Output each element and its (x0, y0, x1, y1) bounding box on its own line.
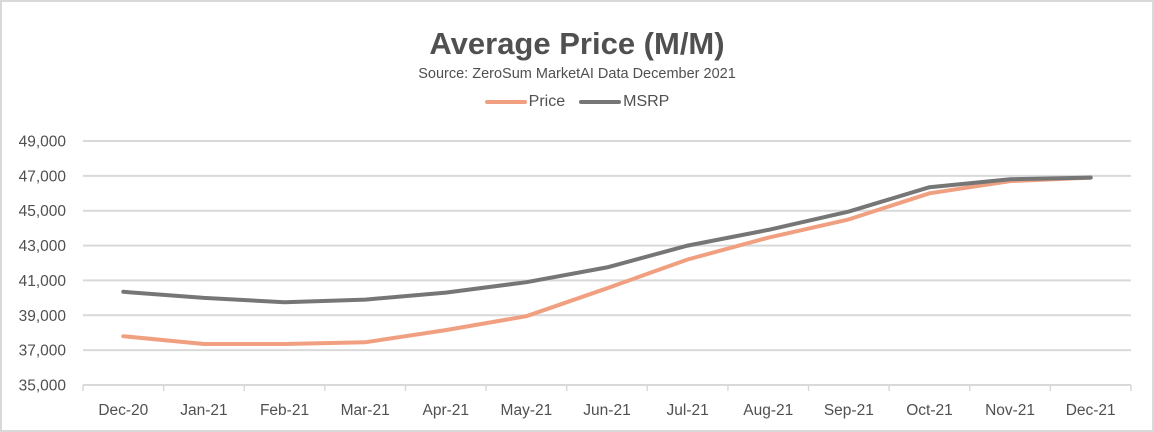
legend-label-price: Price (528, 93, 566, 110)
y-tick-label: 49,000 (19, 134, 67, 151)
legend-swatch-msrp (579, 100, 622, 104)
y-tick-label: 39,000 (19, 308, 67, 325)
x-tick-label: Apr-21 (423, 402, 470, 419)
x-tick-label: Jan-21 (180, 402, 227, 419)
x-tick-label: Jun-21 (583, 402, 630, 419)
legend-label-msrp: MSRP (623, 93, 670, 110)
x-tick-label: Nov-21 (985, 402, 1035, 419)
y-tick-label: 45,000 (19, 203, 67, 220)
x-tick-label: Oct-21 (906, 402, 953, 419)
y-tick-label: 41,000 (19, 273, 67, 290)
y-tick-label: 47,000 (19, 168, 67, 185)
chart-title: Average Price (M/M) (429, 26, 725, 61)
legend: Price MSRP (0, 93, 1154, 111)
chart-subtitle: Source: ZeroSum MarketAI Data December 2… (418, 66, 736, 82)
x-tick-label: Mar-21 (341, 402, 390, 419)
x-tick-label: Dec-21 (1066, 402, 1116, 419)
x-tick-label: Feb-21 (260, 402, 309, 419)
y-tick-label: 43,000 (19, 238, 67, 255)
legend-swatch-price (484, 100, 527, 104)
y-tick-label: 35,000 (19, 378, 67, 395)
series-line-msrp (121, 175, 1093, 305)
x-tick-label: Jul-21 (667, 402, 709, 419)
y-tick-label: 37,000 (19, 343, 67, 360)
x-tick-label: Sep-21 (824, 402, 874, 419)
legend-item-price[interactable]: Price (484, 93, 566, 111)
x-tick-label: Aug-21 (743, 402, 793, 419)
x-tick-label: May-21 (501, 402, 553, 419)
x-tick-label: Dec-20 (98, 402, 148, 419)
legend-item-msrp[interactable]: MSRP (579, 93, 669, 111)
series-line-price (121, 175, 1093, 346)
